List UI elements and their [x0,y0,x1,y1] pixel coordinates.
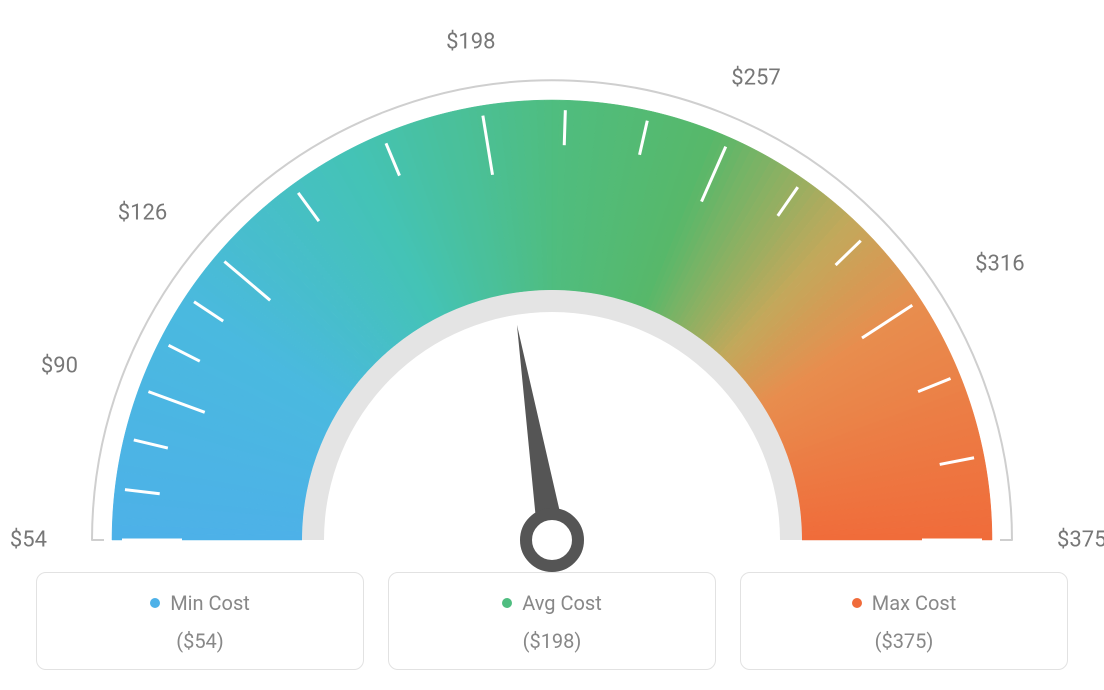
gauge-container: $54 $90 $126 $198 $257 $316 $375 [0,0,1104,560]
legend-label-max: Max Cost [872,591,957,615]
legend-dot-max [852,598,862,608]
legend-value-max: ($375) [751,629,1057,653]
tick-label: $375 [1057,528,1104,553]
tick-label: $126 [118,200,167,225]
legend-dot-avg [502,598,512,608]
gauge-svg [0,20,1104,580]
legend-title-max: Max Cost [852,591,957,615]
legend-value-min: ($54) [47,629,353,653]
legend-row: Min Cost ($54) Avg Cost ($198) Max Cost … [36,572,1068,670]
legend-label-min: Min Cost [170,591,250,615]
tick-label: $316 [975,252,1024,277]
needle-hub [526,514,578,566]
tick-label: $257 [731,66,780,91]
tick-label: $54 [10,528,47,553]
legend-card-min: Min Cost ($54) [36,572,364,670]
tick-label: $90 [41,353,78,378]
legend-dot-min [150,598,160,608]
legend-value-avg: ($198) [399,629,705,653]
legend-card-max: Max Cost ($375) [740,572,1068,670]
legend-title-min: Min Cost [150,591,250,615]
legend-card-avg: Avg Cost ($198) [388,572,716,670]
gauge-ring [112,100,992,540]
legend-label-avg: Avg Cost [522,591,602,615]
legend-title-avg: Avg Cost [502,591,602,615]
minor-tick [564,110,565,145]
tick-label: $198 [446,29,495,54]
